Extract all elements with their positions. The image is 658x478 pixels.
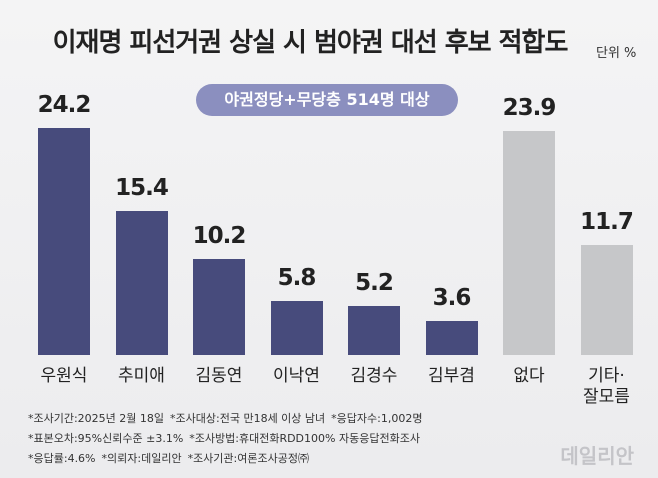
footnote: *조사기관:여론조사공정㈜ xyxy=(187,452,309,465)
value-label: 3.6 xyxy=(432,285,472,312)
bar xyxy=(348,306,400,355)
bar xyxy=(115,210,168,355)
x-tick-label: 김부겸 xyxy=(428,366,475,386)
footnote-line: *조사기간:2025년 2월 18일 *조사대상:전국 만18세 이상 남녀 *응답… xyxy=(28,410,428,426)
bar xyxy=(38,128,90,355)
x-tick-label: 김경수 xyxy=(350,366,398,386)
footnote: *의뢰자:데일리안 xyxy=(101,452,182,465)
subtitle: 야권정당+무당층 514명 대상 xyxy=(196,84,458,116)
value-label: 10.2 xyxy=(192,223,247,250)
x-tick-label: 우원식 xyxy=(40,366,88,386)
footnote: *조사대상:전국 만18세 이상 남녀 xyxy=(170,412,326,425)
footnote: *조사방법:휴대전화RDD100% 자동응답전화조사 xyxy=(189,432,420,445)
watermark: 데일리안 xyxy=(560,444,634,468)
unit-label: 단위 % xyxy=(596,46,637,61)
footnote: *응답자수:1,002명 xyxy=(331,412,423,425)
bar xyxy=(193,259,245,355)
x-tick-label: 기타· 잘모름 xyxy=(583,366,630,407)
value-label: 15.4 xyxy=(115,174,169,201)
x-tick-label: 김동연 xyxy=(195,366,243,386)
value-label: 24.2 xyxy=(37,92,92,118)
chart-title: 이재명 피선거권 상실 시 범야권 대선 후보 적합도 xyxy=(52,28,569,58)
x-tick-label: 추미애 xyxy=(118,366,165,386)
bar xyxy=(270,300,323,355)
bar xyxy=(580,245,633,355)
footnote-line: *응답률:4.6% *의뢰자:데일리안 *조사기관:여론조사공정㈜ xyxy=(28,450,315,466)
footnote: *응답률:4.6% xyxy=(28,452,96,465)
footnote: *조사기간:2025년 2월 18일 xyxy=(28,412,165,425)
bar xyxy=(503,130,555,355)
value-label: 5.8 xyxy=(277,264,317,291)
footnote-line: *표본오차:95%신뢰수준 ±3.1% *조사방법:휴대전화RDD100% 자동응… xyxy=(28,430,426,446)
bar xyxy=(425,321,478,355)
x-tick-label: 없다 xyxy=(513,366,545,386)
x-tick-label: 이낙연 xyxy=(273,366,320,386)
footnote: *표본오차:95%신뢰수준 ±3.1% xyxy=(28,432,184,445)
value-label: 23.9 xyxy=(502,94,557,121)
value-label: 5.2 xyxy=(355,270,394,297)
value-label: 11.7 xyxy=(580,209,634,236)
